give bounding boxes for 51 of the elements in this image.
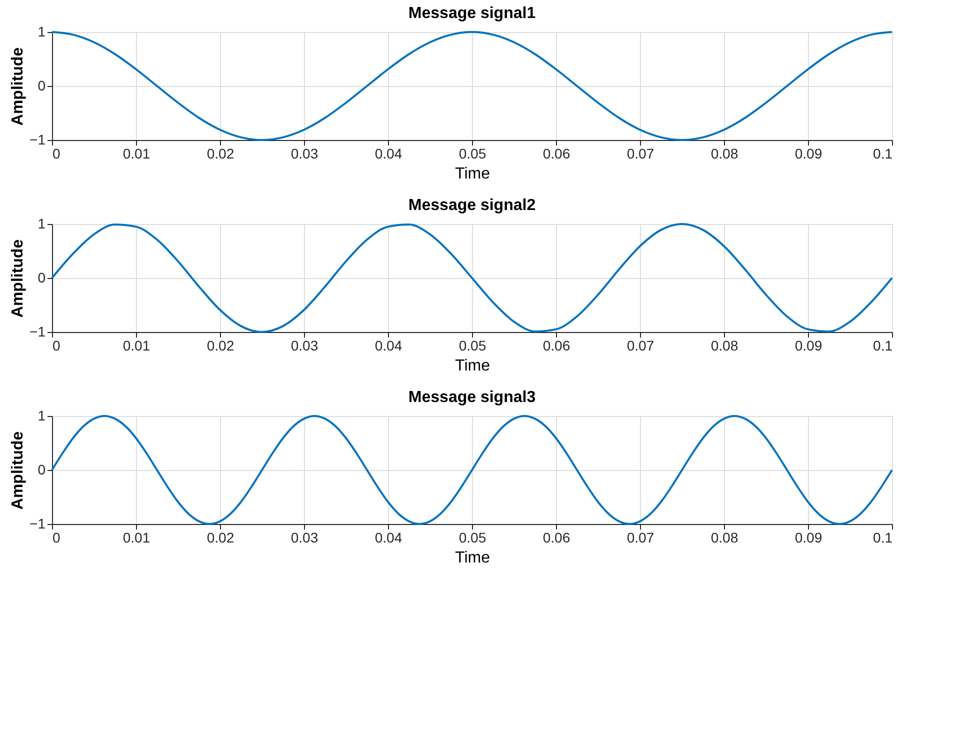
y-tick-label: 1 <box>38 408 46 424</box>
x-tick-label: 0.02 <box>206 146 234 162</box>
y-axis-title: Amplitude <box>10 431 27 510</box>
y-tick-label: −1 <box>30 516 46 532</box>
x-axis-title: Time <box>455 358 490 374</box>
x-tick-label: 0.01 <box>122 338 150 354</box>
x-tick-label: 0.06 <box>542 338 570 354</box>
x-tick-label: 0.07 <box>626 530 654 546</box>
x-tick-label: 0 <box>52 146 60 162</box>
x-tick-label: 0.1 <box>873 338 893 354</box>
x-tick-label: 0.1 <box>873 146 893 162</box>
y-tick-label: 0 <box>38 78 46 94</box>
x-tick-label: 0.06 <box>542 530 570 546</box>
x-tick-label: 0.09 <box>794 146 822 162</box>
y-axis-title: Amplitude <box>10 47 27 126</box>
x-tick-label: 0.03 <box>290 146 318 162</box>
x-tick-label: 0.08 <box>710 530 738 546</box>
x-axis-title: Time <box>455 166 490 182</box>
x-tick-label: 0.02 <box>206 530 234 546</box>
x-tick-label: 0.04 <box>374 530 402 546</box>
x-tick-label: 0.1 <box>873 530 893 546</box>
x-tick-label: 0 <box>52 338 60 354</box>
x-tick-label: 0.04 <box>374 146 402 162</box>
y-tick-label: 1 <box>38 24 46 40</box>
x-tick-label: 0.03 <box>290 338 318 354</box>
x-tick-label: 0.05 <box>458 530 486 546</box>
x-tick-label: 0.02 <box>206 338 234 354</box>
x-tick-label: 0.06 <box>542 146 570 162</box>
x-tick-label: 0.05 <box>458 146 486 162</box>
x-tick-label: 0.08 <box>710 338 738 354</box>
y-axis-title: Amplitude <box>10 239 27 318</box>
chart-title: Message signal1 <box>408 5 536 22</box>
x-tick-label: 0.09 <box>794 530 822 546</box>
y-tick-label: 0 <box>38 462 46 478</box>
x-tick-label: 0 <box>52 530 60 546</box>
x-tick-label: 0.03 <box>290 530 318 546</box>
chart-title: Message signal3 <box>408 389 536 406</box>
x-tick-label: 0.09 <box>794 338 822 354</box>
y-tick-label: 0 <box>38 270 46 286</box>
x-tick-label: 0.07 <box>626 338 654 354</box>
x-tick-label: 0.08 <box>710 146 738 162</box>
x-tick-label: 0.01 <box>122 530 150 546</box>
x-tick-label: 0.01 <box>122 146 150 162</box>
x-axis-title: Time <box>455 550 490 566</box>
x-tick-label: 0.05 <box>458 338 486 354</box>
chart-title: Message signal2 <box>408 197 536 214</box>
y-tick-label: 1 <box>38 216 46 232</box>
y-tick-label: −1 <box>30 132 46 148</box>
x-tick-label: 0.04 <box>374 338 402 354</box>
x-tick-label: 0.07 <box>626 146 654 162</box>
y-tick-label: −1 <box>30 324 46 340</box>
